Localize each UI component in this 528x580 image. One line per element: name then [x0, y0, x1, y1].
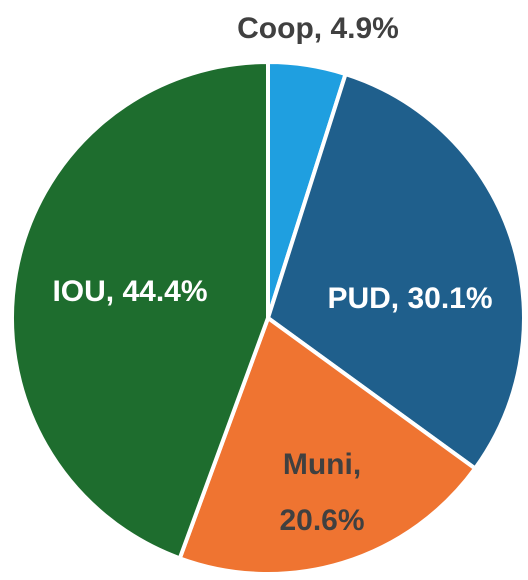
pie-slice: [10, 59, 270, 561]
pie-slice: [177, 314, 478, 576]
data-label: IOU, 44.4%: [52, 275, 207, 308]
data-label: Coop, 4.9%: [237, 12, 399, 45]
data-label-line: Muni,: [283, 448, 361, 481]
data-label: Muni, 20.6%: [279, 448, 364, 537]
data-label: PUD, 30.1%: [327, 282, 492, 315]
pie-slice: [265, 71, 526, 472]
data-label-line: 20.6%: [279, 504, 364, 537]
